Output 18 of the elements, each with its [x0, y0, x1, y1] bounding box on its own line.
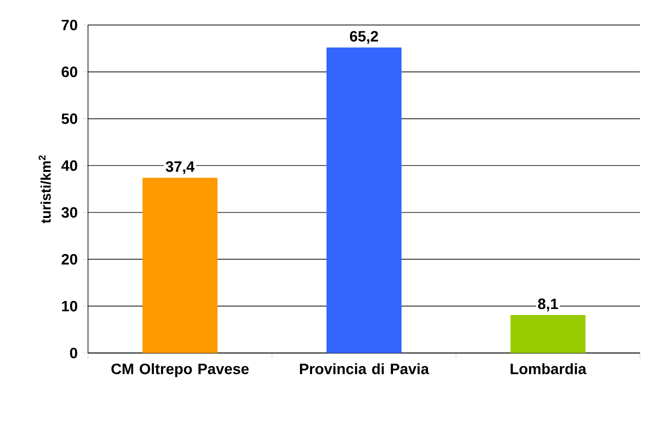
y-tick-label: 40 — [61, 160, 78, 171]
bar — [326, 47, 402, 353]
y-tick-label: 70 — [62, 20, 78, 30]
bar — [510, 315, 586, 353]
y-tick-label: 0 — [70, 348, 78, 358]
x-tick-label: CM Oltrepo Pavese — [111, 363, 249, 378]
y-axis-title: turisti/km$^{2}$ — [38, 155, 51, 224]
y-tick-label: 50 — [62, 113, 78, 124]
data-label: 65,2 — [350, 31, 378, 44]
y-tick-label: 60 — [62, 66, 78, 78]
x-tick-label: Lombardia — [510, 363, 586, 374]
bar — [142, 178, 218, 353]
y-tick-label: 30 — [61, 207, 78, 218]
x-tick-label: Provincia di Pavia — [300, 363, 430, 374]
y-tick-label: 10 — [62, 300, 78, 312]
y-tick-label: 20 — [62, 254, 78, 265]
data-label: 37,4 — [166, 161, 195, 174]
data-label: 8,1 — [538, 298, 558, 312]
